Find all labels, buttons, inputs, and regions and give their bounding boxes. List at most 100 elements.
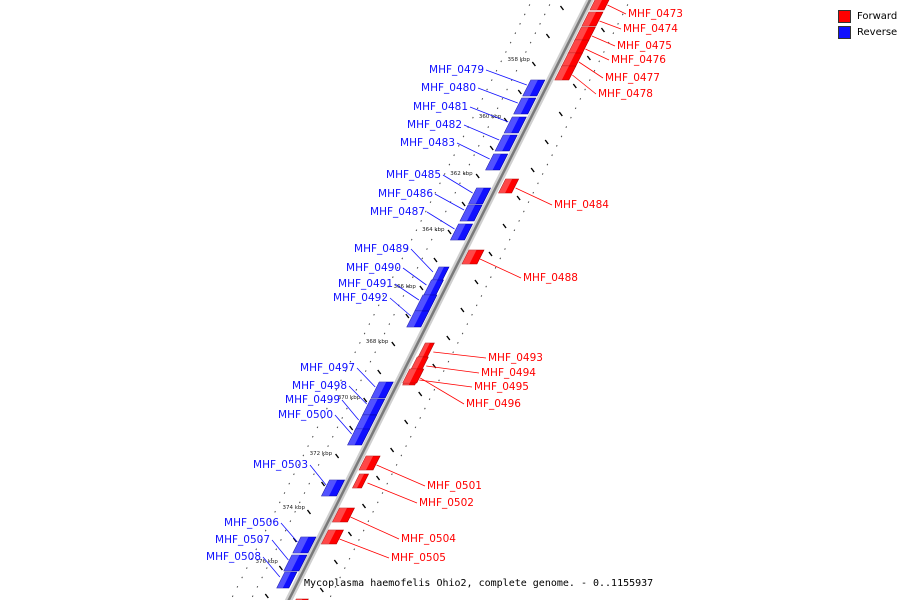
scale-tick	[264, 593, 269, 599]
reverse-label: Reverse	[857, 26, 898, 38]
gene-mhf-0481[interactable]	[503, 116, 527, 134]
gene-mhf-0485[interactable]	[468, 187, 492, 205]
gene-mhf-0493-leader	[433, 351, 487, 359]
legend-reverse: Reverse	[838, 24, 897, 40]
gene-mhf-0474-label: MHF_0474	[623, 23, 678, 35]
gene-mhf-0475-leader	[591, 35, 616, 47]
gene-mhf-0492[interactable]	[406, 310, 430, 328]
gene-mhf-0505[interactable]	[320, 529, 344, 545]
gene-mhf-0489-label: MHF_0489	[354, 243, 409, 255]
gene-mhf-0479[interactable]	[522, 79, 546, 97]
scale-tick	[377, 369, 382, 375]
gene-mhf-0492-label: MHF_0492	[333, 292, 388, 304]
gene-mhf-0502[interactable]	[352, 473, 370, 489]
gene-mhf-0493[interactable]	[417, 342, 435, 358]
gene-mhf-0506-label: MHF_0506	[224, 517, 279, 529]
scale-tick	[349, 425, 354, 431]
scale-tick	[319, 587, 324, 593]
gene-mhf-0473[interactable]	[589, 0, 611, 11]
gene-mhf-0474-leader	[599, 20, 622, 30]
gene-mhf-0490-leader	[402, 267, 427, 286]
gene-mhf-0498-label: MHF_0498	[292, 380, 347, 392]
gene-mhf-0493-label: MHF_0493	[488, 352, 543, 364]
gene-mhf-0497[interactable]	[370, 381, 394, 399]
gene-mhf-0488-leader	[479, 258, 522, 279]
gene-mhf-0505-label: MHF_0505	[391, 552, 446, 564]
gene-mhf-0481-leader	[469, 106, 509, 123]
scale-tick	[418, 391, 423, 397]
gene-mhf-0508[interactable]	[276, 571, 298, 589]
scale-tick	[475, 173, 480, 179]
gene-mhf-0505-leader	[339, 538, 390, 559]
gene-mhf-0504-leader	[350, 516, 400, 540]
scale-tick	[586, 55, 591, 61]
genome-caption: Mycoplasma haemofelis Ohio2, complete ge…	[304, 578, 654, 589]
scale-label: 370 kbp	[338, 395, 361, 401]
scale-tick	[405, 313, 410, 319]
scale-tick	[363, 397, 368, 403]
legend-forward: Forward	[838, 8, 897, 24]
gene-mhf-0499-leader	[341, 399, 359, 421]
scale-tick	[278, 565, 283, 571]
gene-mhf-0495-leader	[419, 379, 473, 388]
gene-mhf-0492-leader	[389, 297, 412, 317]
gene-mhf-0498-leader	[348, 385, 367, 405]
gene-mhf-0501[interactable]	[358, 455, 381, 471]
gene-mhf-0504-label: MHF_0504	[401, 533, 456, 545]
gene-mhf-0488[interactable]	[461, 249, 485, 265]
gene-mhf-0497-label: MHF_0497	[300, 362, 355, 374]
gene-mhf-0489-leader	[410, 248, 434, 273]
scale-label: 368 kbp	[366, 339, 389, 345]
scale-tick	[600, 27, 606, 33]
backbone-line	[287, 0, 592, 600]
gene-mhf-0487-label: MHF_0487	[370, 206, 425, 218]
scale-tick	[544, 139, 549, 145]
gene-mhf-0478-label: MHF_0478	[598, 88, 653, 100]
scale-tick	[474, 279, 479, 285]
gene-mhf-0496-leader	[420, 377, 465, 405]
gene-mhf-0504[interactable]	[331, 507, 355, 523]
gene-mhf-0506-leader	[280, 522, 298, 543]
gene-mhf-0507-leader	[271, 539, 289, 561]
scale-tick	[404, 419, 409, 425]
feature-layer	[276, 0, 611, 600]
scale-label: 374 kbp	[283, 505, 306, 511]
scale-label: 362 kbp	[450, 171, 473, 177]
gene-mhf-0478-leader	[572, 74, 597, 95]
gene-mhf-0477-label: MHF_0477	[605, 72, 660, 84]
gene-mhf-0487[interactable]	[450, 223, 474, 241]
legend: Forward Reverse	[838, 8, 897, 40]
gene-mhf-0480-label: MHF_0480	[421, 82, 476, 94]
gene-mhf-0499-label: MHF_0499	[285, 394, 340, 406]
gene-mhf-0491-leader	[394, 283, 420, 301]
gene-mhf-0501-label: MHF_0501	[427, 480, 482, 492]
gene-mhf-0484[interactable]	[498, 178, 520, 194]
scale-tick	[447, 229, 452, 235]
gene-mhf-0482-label: MHF_0482	[407, 119, 462, 131]
scale-tick	[572, 83, 577, 89]
scale-label: 366 kbp	[394, 284, 417, 290]
scale-tick	[361, 503, 367, 509]
scale-tick	[433, 257, 438, 263]
gene-mhf-0478[interactable]	[554, 65, 577, 81]
gene-mhf-0480-leader	[477, 87, 518, 104]
gene-mhf-0483[interactable]	[485, 153, 509, 171]
scale-tick	[320, 481, 326, 487]
gene-mhf-0500[interactable]	[347, 428, 371, 446]
scale-tick	[530, 167, 535, 173]
gene-mhf-0485-label: MHF_0485	[386, 169, 441, 181]
scale-tick	[347, 531, 352, 537]
gene-mhf-0506[interactable]	[292, 536, 317, 554]
gene-mhf-0487-leader	[426, 211, 455, 230]
gene-mhf-0480[interactable]	[513, 97, 537, 115]
gene-mhf-0482[interactable]	[494, 134, 518, 152]
gene-mhf-0485-leader	[442, 174, 473, 194]
gene-mhf-0496[interactable]	[402, 368, 425, 384]
gene-mhf-0474[interactable]	[581, 11, 604, 27]
gene-mhf-0486-leader	[434, 193, 465, 211]
gene-mhf-0486[interactable]	[459, 204, 483, 222]
gene-mhf-0503[interactable]	[321, 479, 346, 497]
gene-mhf-0507-label: MHF_0507	[215, 534, 270, 546]
gene-mhf-0507[interactable]	[283, 554, 308, 572]
scale-label: 372 kbp	[310, 451, 333, 457]
